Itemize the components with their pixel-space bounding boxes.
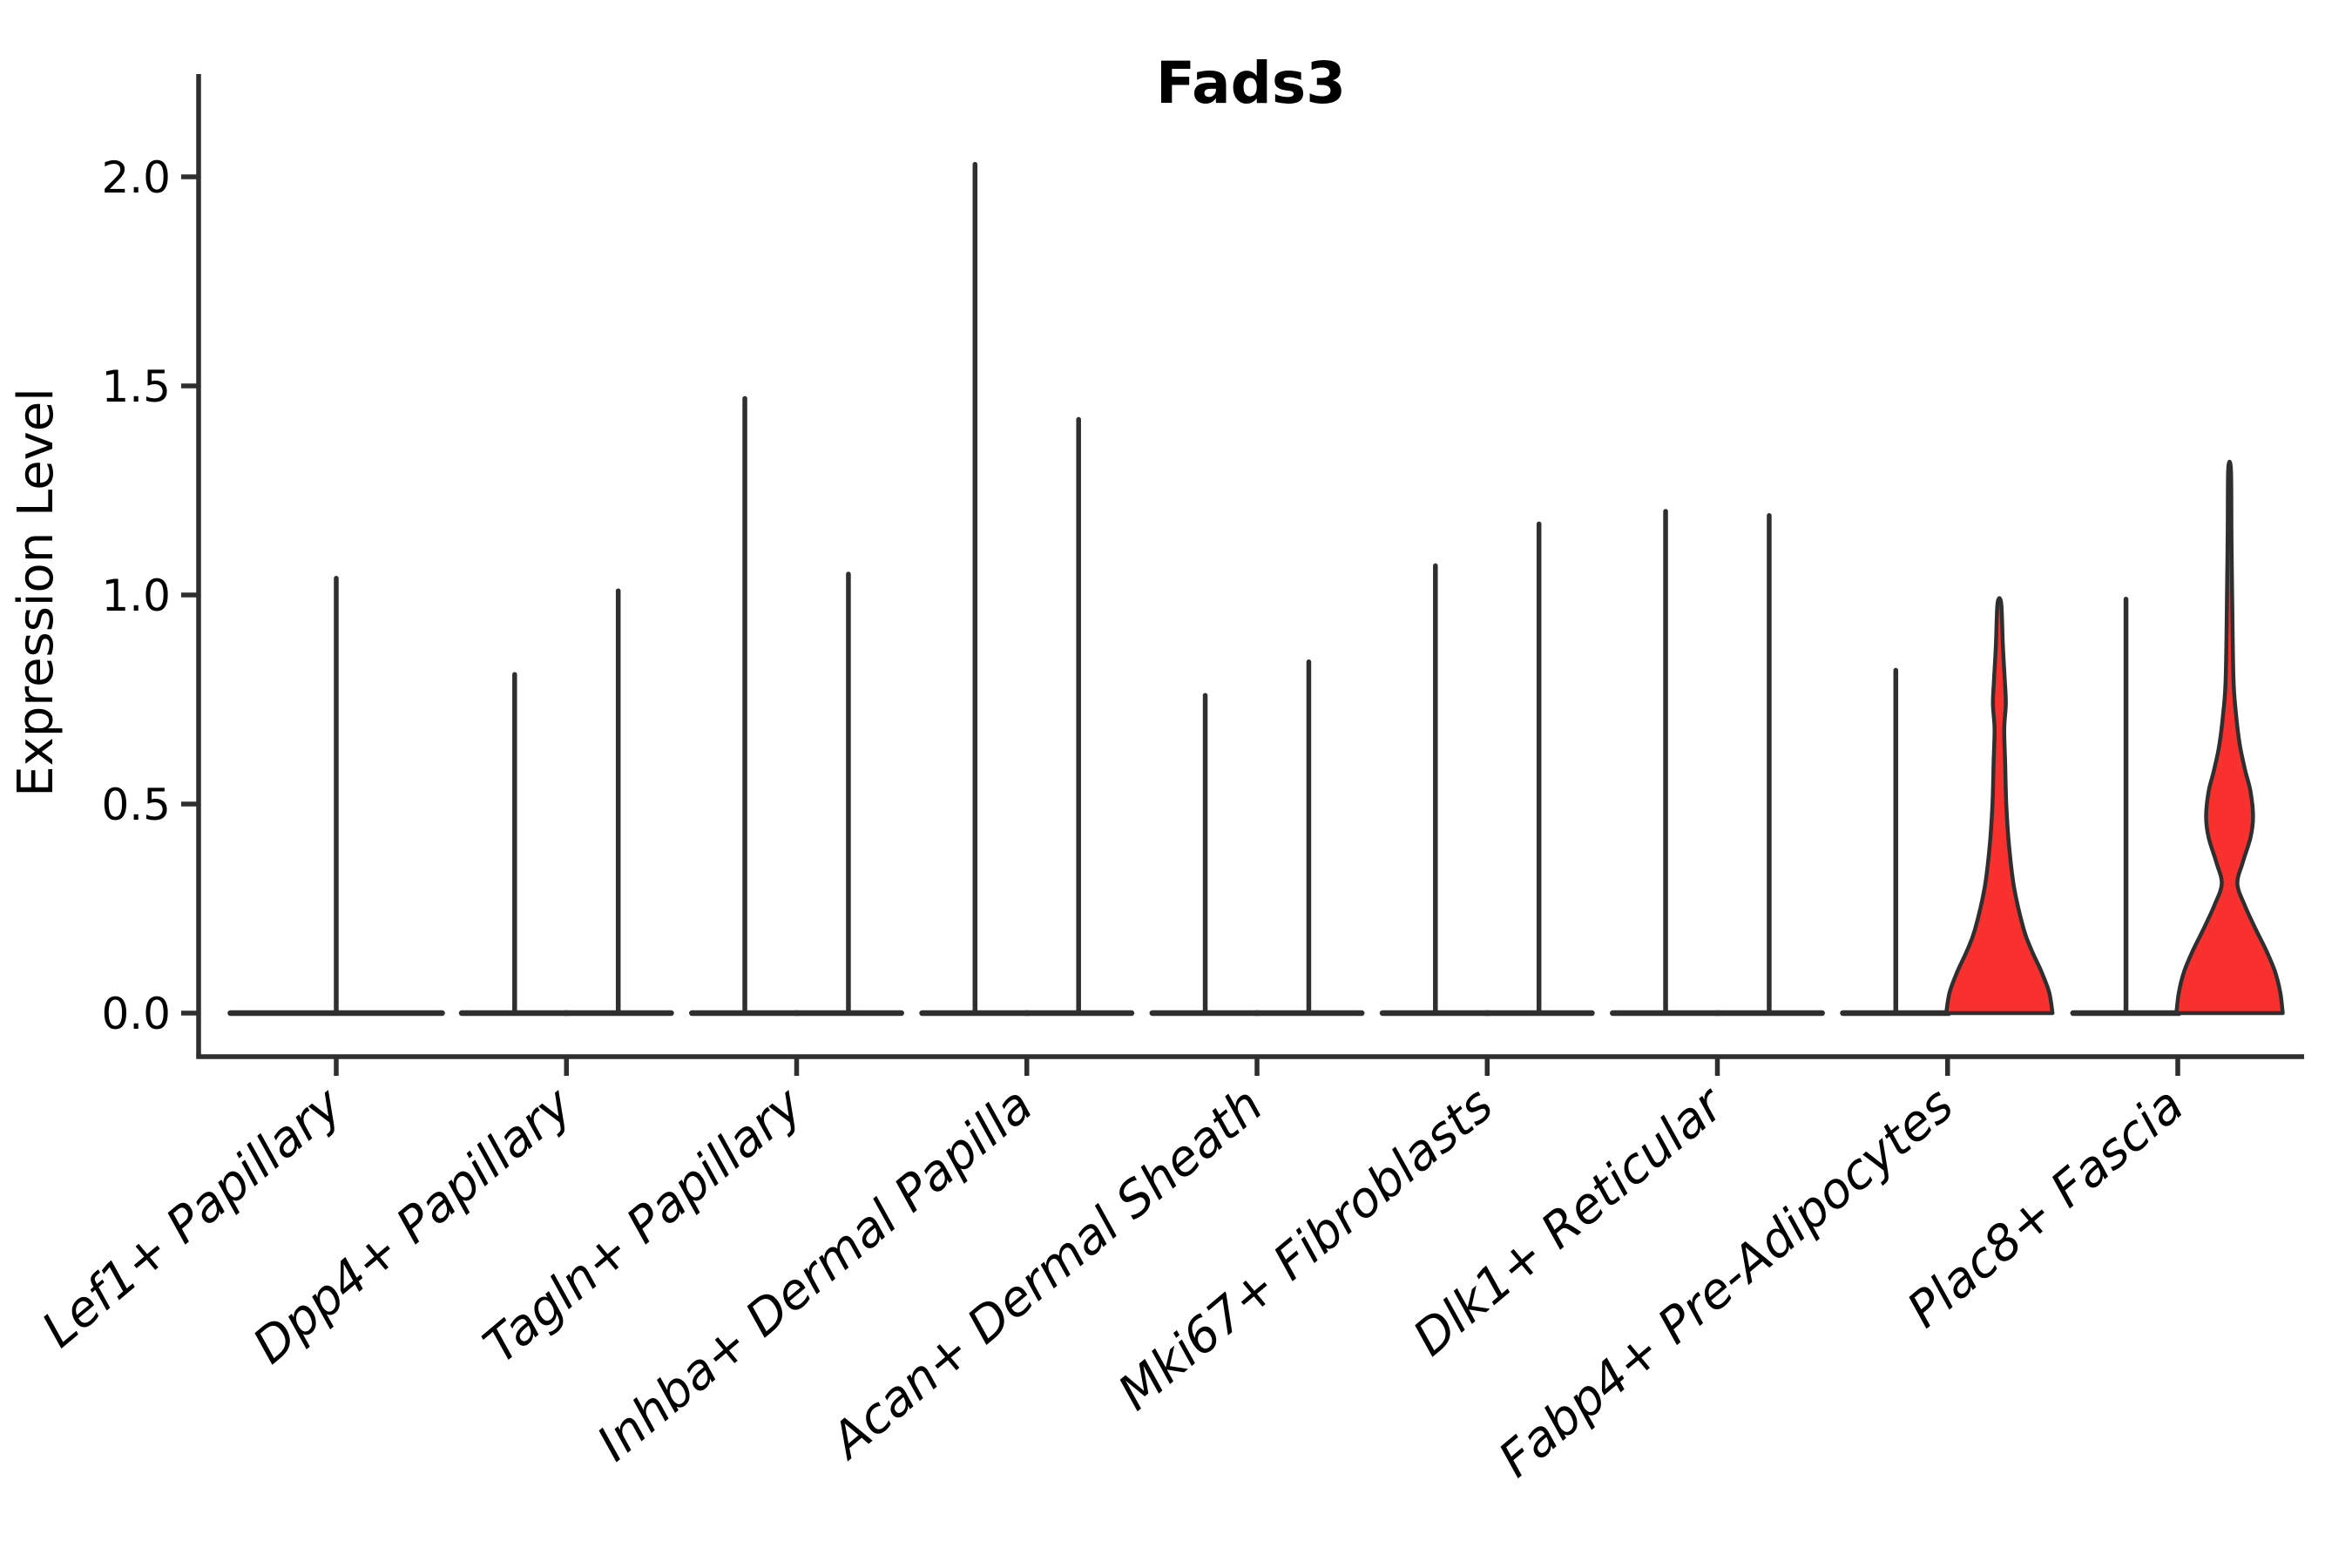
violin-filled [1943, 596, 2055, 1016]
violin-group [919, 161, 1135, 1017]
violin-group [2070, 459, 2285, 1017]
y-tick-label: 1.5 [101, 362, 171, 412]
violin-filled [2174, 459, 2285, 1016]
violin-group [458, 588, 674, 1017]
x-tick-label: Acan+ Dermal Sheath [819, 1077, 1274, 1471]
y-axis-ticks: 0.0 0.5 1.0 1.5 2.0 [101, 152, 199, 1039]
violin-group [689, 395, 904, 1017]
y-axis-label: Expression Level [8, 388, 64, 797]
violin-group [1610, 509, 1825, 1017]
violin-group [1379, 521, 1595, 1017]
y-tick-label: 2.0 [101, 152, 171, 203]
y-tick-label: 0.5 [101, 780, 171, 830]
y-tick-label: 0.0 [101, 989, 171, 1039]
violin-group [1149, 659, 1365, 1017]
violin-group [1840, 596, 2055, 1017]
x-tick-label: Inhba+ Dermal Papilla [587, 1077, 1044, 1472]
x-tick-label: Fabp4+ Pre-Adipocytes [1489, 1077, 1964, 1489]
violin-group [227, 576, 445, 1017]
y-tick-label: 1.0 [101, 571, 171, 621]
violins [227, 161, 2285, 1017]
x-tick-label: Mki67+ Fibroblasts [1108, 1077, 1504, 1422]
chart-title: Fads3 [1156, 50, 1346, 117]
axes [196, 74, 2304, 1059]
